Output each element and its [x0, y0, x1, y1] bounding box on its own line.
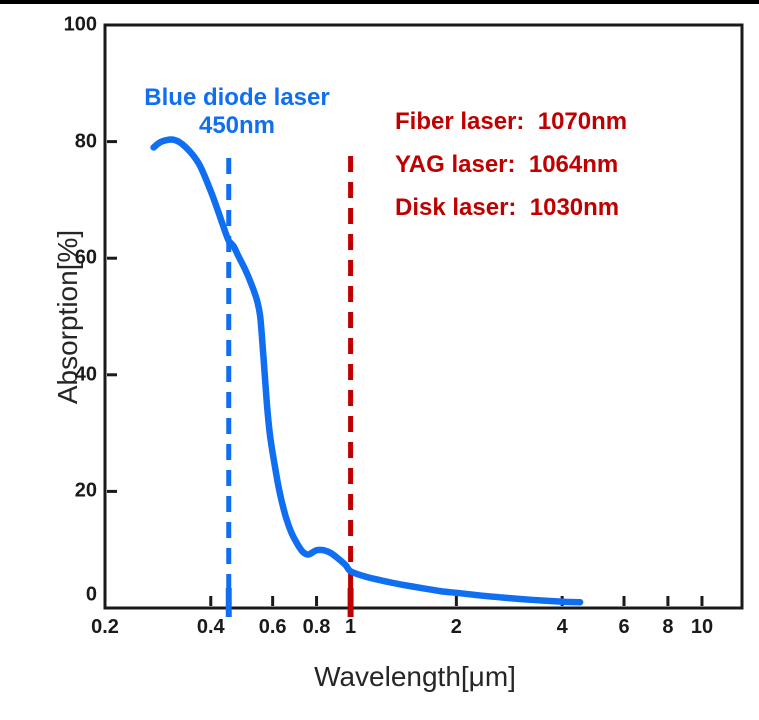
y-tick-label-20: 20	[74, 479, 97, 502]
y-tick-label-80: 80	[74, 130, 97, 153]
x-tick-label-8: 8	[662, 616, 674, 638]
x-tick-label-1: 1	[345, 616, 357, 638]
x-tick-label-0.8: 0.8	[302, 616, 331, 638]
x-tick-label-6: 6	[618, 616, 630, 638]
y-tick-label-100: 100	[63, 13, 97, 36]
blue-diode-laser-wavelength: 450nm	[198, 112, 276, 139]
plot-border	[103, 23, 744, 610]
y-tick-label-0: 0	[85, 583, 97, 606]
fiber-laser-label: Fiber laser: 1070nm	[395, 108, 628, 135]
disk-laser-label: Disk laser: 1030nm	[395, 194, 620, 221]
x-tick-label-10: 10	[690, 616, 714, 638]
infrared-laser-annotations: Fiber laser: 1070nm YAG laser: 1064nm Di…	[395, 100, 627, 229]
top-border-rule	[0, 0, 759, 4]
x-tick-label-2: 2	[450, 616, 462, 638]
blue-diode-laser-annotation: Blue diode laser 450nm	[144, 84, 329, 140]
metal-absorption-curve	[150, 136, 584, 606]
yag-laser-label: YAG laser: 1064nm	[395, 151, 619, 178]
y-tick-label-60: 60	[74, 246, 97, 269]
x-tick-label-4: 4	[556, 616, 568, 638]
blue-diode-laser-label: Blue diode laser	[144, 84, 330, 111]
x-tick-label-0.2: 0.2	[91, 616, 119, 638]
x-tick-label-0.4: 0.4	[196, 616, 225, 638]
x-tick-label-0.6: 0.6	[258, 616, 287, 638]
y-tick-label-40: 40	[74, 363, 97, 386]
x-axis-title: Wavelength[μm]	[314, 661, 516, 692]
